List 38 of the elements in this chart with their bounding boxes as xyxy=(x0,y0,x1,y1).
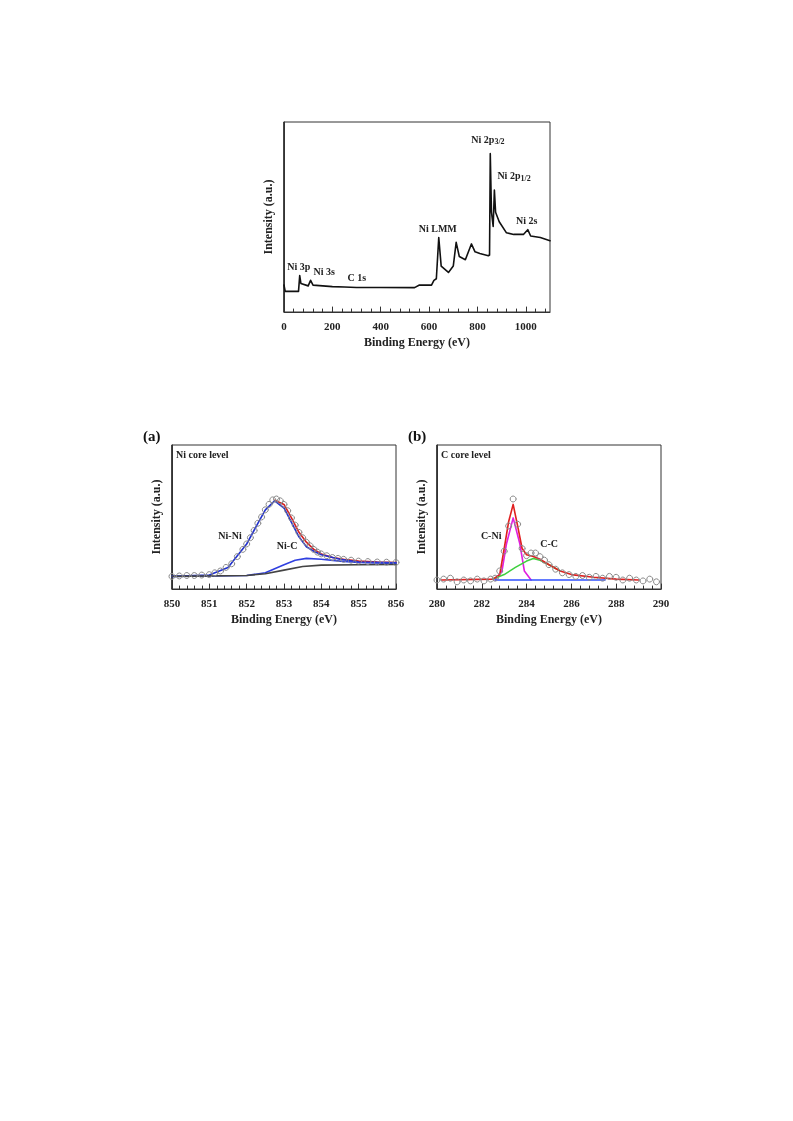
y-axis-title: Intensity (a.u.) xyxy=(414,479,428,555)
x-tick-label: 852 xyxy=(238,596,256,609)
annotation: Ni LMM xyxy=(418,223,458,235)
annotation: Ni 2s xyxy=(516,215,538,227)
x-tick-label: 855 xyxy=(350,596,368,609)
x-axis-title: Binding Energy (eV) xyxy=(495,612,603,626)
x-tick-label: 200 xyxy=(324,319,342,332)
x-tick-label: 284 xyxy=(518,596,536,609)
annotation: Ni 3p xyxy=(287,261,311,273)
y-axis-title: Intensity (a.u.) xyxy=(149,479,163,555)
annotation: C-Ni xyxy=(480,529,502,541)
x-tick-label: 853 xyxy=(275,596,293,609)
x-axis-title: Binding Energy (eV) xyxy=(363,335,471,349)
x-tick-label: 854 xyxy=(313,596,331,609)
annotation: C 1s xyxy=(347,272,367,284)
x-tick-label: 851 xyxy=(201,596,218,609)
x-tick-label: 600 xyxy=(420,319,438,332)
x-axis-title: Binding Energy (eV) xyxy=(230,612,338,626)
annotation: Ni 3s xyxy=(313,265,336,277)
x-tick-label: 290 xyxy=(652,596,670,609)
x-tick-label: 400 xyxy=(372,319,390,332)
x-tick-label: 280 xyxy=(428,596,446,609)
chart-title: (b) xyxy=(408,427,427,445)
x-tick-label: 800 xyxy=(469,319,487,332)
y-axis-title: Intensity (a.u.) xyxy=(261,179,275,255)
annotation: Ni-C xyxy=(276,539,298,551)
chart-title: (a) xyxy=(143,427,161,445)
text: C core level xyxy=(441,448,492,460)
x-tick-label: 286 xyxy=(563,596,581,609)
x-tick-label: 1000 xyxy=(514,319,538,332)
x-tick-label: 0 xyxy=(281,319,288,332)
annotation: C-C xyxy=(540,538,559,550)
x-tick-label: 850 xyxy=(163,596,181,609)
x-tick-label: 282 xyxy=(473,596,491,609)
x-tick-label: 856 xyxy=(387,596,405,609)
text: Ni core level xyxy=(176,448,229,460)
annotation: Ni-Ni xyxy=(218,529,242,541)
x-tick-label: 288 xyxy=(607,596,625,609)
